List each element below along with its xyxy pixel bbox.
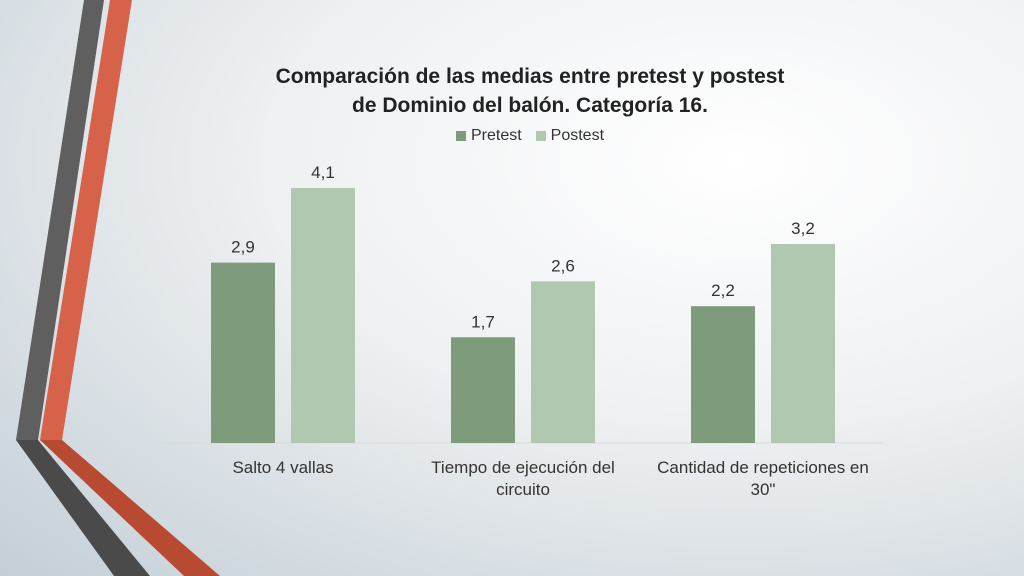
bar-pretest-0	[211, 262, 275, 443]
bar-pretest-2	[691, 306, 755, 443]
data-label-pretest-0: 2,9	[231, 238, 255, 257]
bar-postest-0	[291, 188, 355, 443]
data-label-postest-0: 4,1	[311, 163, 335, 182]
category-label-2-line-0: Cantidad de repeticiones en	[657, 458, 869, 477]
data-label-pretest-2: 2,2	[711, 281, 735, 300]
legend-item-postest: Postest	[535, 127, 605, 145]
data-label-postest-2: 3,2	[791, 219, 815, 238]
legend-swatch-postest	[535, 131, 546, 141]
legend-swatch-pretest	[455, 131, 466, 141]
bar-postest-2	[771, 243, 835, 443]
orange-stripe	[40, 0, 132, 440]
bar-postest-1	[531, 281, 595, 443]
category-label-1-line-1: circuito	[496, 480, 550, 499]
chart-title: Comparación de las medias entre pretest …	[180, 62, 880, 120]
bar-pretest-1	[451, 337, 515, 443]
data-label-pretest-1: 1,7	[471, 312, 495, 331]
category-label-2-line-1: 30"	[751, 480, 776, 499]
legend-label-pretest: Pretest	[470, 127, 522, 144]
chart-legend: Pretest Postest	[0, 127, 1024, 145]
legend-label-postest: Postest	[550, 127, 605, 144]
legend-item-pretest: Pretest	[455, 127, 522, 145]
data-label-postest-1: 2,6	[551, 256, 575, 275]
category-label-1-line-0: Tiempo de ejecución del	[431, 458, 615, 477]
gray-stripe	[16, 0, 104, 440]
chart-title-line-2: de Dominio del balón. Categoría 16.	[352, 94, 708, 117]
orange-stripe-lower	[40, 440, 220, 576]
gray-stripe-lower	[16, 440, 150, 576]
chart-title-line-1: Comparación de las medias entre pretest …	[275, 65, 785, 88]
category-label-0-line-0: Salto 4 vallas	[232, 458, 333, 477]
